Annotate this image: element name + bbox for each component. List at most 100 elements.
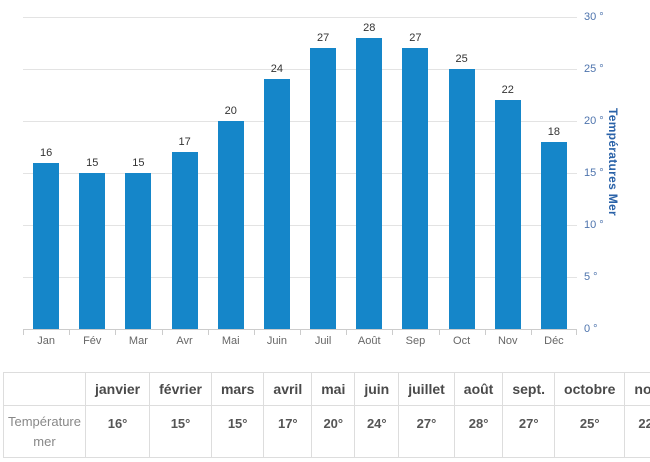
x-axis-label: Nov [497,335,518,347]
table-cell-value: 16° [84,405,151,458]
table-header-month: avril [263,372,313,406]
y-axis-tick-label: 20 ° [584,115,604,127]
bar-value-label: 24 [270,63,284,75]
table-header-month: sept. [502,372,556,406]
x-axis-tick [23,330,24,335]
table-header-month: juillet [398,372,455,406]
plot-area: 16 Jan 15 Fév 15 Mar 17 Avr 20 Mai 24 Juin 27 Juil 28 A… [23,17,577,347]
gridline [23,121,577,122]
table-cell-value: 20° [311,405,356,458]
chart-column: 27 [392,33,438,329]
table-cell-value: 24° [354,405,400,458]
chart-column: 28 [346,23,392,329]
table-cell-value: 15° [210,405,265,458]
y-axis-title: Températures Mer [606,108,620,216]
x-axis-tick [392,330,393,335]
x-axis-label: Jan [37,335,55,347]
y-axis-tick-label: 25 ° [584,63,604,75]
x-axis-tick [254,330,255,335]
bar-value-label: 18 [547,126,561,138]
gridline [23,17,577,18]
bar[interactable] [356,38,383,329]
bar[interactable] [171,152,198,329]
temperature-table: janvier février mars avril mai juin juillet aoû… [3,372,650,458]
table-header-month: octobre [554,372,626,406]
bar[interactable] [448,69,475,329]
bar-value-label: 15 [132,157,145,169]
chart-column: 22 [485,85,531,329]
chart-column: 25 [439,54,485,329]
x-axis-tick [300,330,301,335]
x-axis-label: Avr [176,335,193,347]
y-axis-tick-label: 15 ° [584,167,604,179]
x-axis-tick [208,330,209,335]
x-axis-tick [485,330,486,335]
bar-value-label: 27 [316,32,330,44]
y-axis-tick-label: 0 ° [584,323,598,335]
bar-value-label: 25 [455,53,468,65]
x-axis-tick [162,330,163,335]
bar[interactable] [125,173,152,329]
bar-chart: 16 Jan 15 Fév 15 Mar 17 Avr 20 Mai 24 Juin 27 Juil 28 A… [23,11,620,347]
table-row: Température mer 16° 15° 15° 17° 20° 24° 27° 28° 2… [3,405,650,458]
x-axis-tick [576,330,577,335]
x-axis-tick [439,330,440,335]
bar-value-label: 15 [86,157,99,169]
table-cell-value: 17° [263,405,313,458]
gridline [23,69,577,70]
bar[interactable] [217,121,244,329]
bar[interactable] [310,48,337,329]
x-axis-label: Fév [83,335,102,347]
x-axis-label: Mai [221,335,240,347]
bar-value-label: 17 [178,136,191,148]
x-axis-tick [69,330,70,335]
x-axis-label: Juin [266,335,287,347]
x-axis-tick [115,330,116,335]
bar[interactable] [263,79,290,329]
table-header-month: juin [354,372,400,406]
x-axis-tick [346,330,347,335]
table-cell-value: 27° [502,405,556,458]
table-header-month: août [453,372,504,406]
x-axis-label: Déc [544,335,564,347]
bar[interactable] [540,142,567,329]
table-header-month: mars [210,372,265,406]
chart-column: 15 [69,158,115,329]
bar[interactable] [402,48,429,329]
table-cell-value: 15° [149,405,212,458]
x-axis-label: Août [357,335,381,347]
y-axis-tick-label: 30 ° [584,11,604,23]
table-row-label: Température mer [3,405,86,458]
x-axis-line [23,329,577,330]
chart-column: 16 [23,148,69,329]
x-axis-label: Mar [128,335,148,347]
chart-column: 18 [531,127,577,329]
chart-column: 15 [115,158,161,329]
chart-column: 20 [208,106,254,329]
bar-value-label: 28 [363,22,376,34]
chart-column: 27 [300,33,346,329]
table-cell-value: 27° [398,405,455,458]
x-axis-label: Juil [314,335,332,347]
bar[interactable] [33,163,60,329]
bar[interactable] [494,100,521,329]
gridline [23,225,577,226]
table-cell-value: 25° [554,405,626,458]
table-cell-value: 28° [453,405,504,458]
table-header-empty [3,372,86,406]
chart-column: 24 [254,64,300,329]
bar-value-label: 20 [224,105,237,117]
x-axis-label: Oct [453,335,471,347]
x-axis-label: Sep [405,335,426,347]
bar-value-label: 16 [39,147,53,159]
table-body: Température mer 16° 15° 15° 17° 20° 24° 27° 28° 2… [3,405,650,458]
table-header-month: février [149,372,212,406]
bar[interactable] [79,173,106,329]
y-axis-tick-label: 5 ° [584,271,598,283]
bar-value-label: 27 [409,32,422,44]
table-header-month: janvier [84,372,151,406]
table-header-month: nov. [624,372,650,406]
gridline [23,173,577,174]
table-cell-value: 22° [624,405,650,458]
